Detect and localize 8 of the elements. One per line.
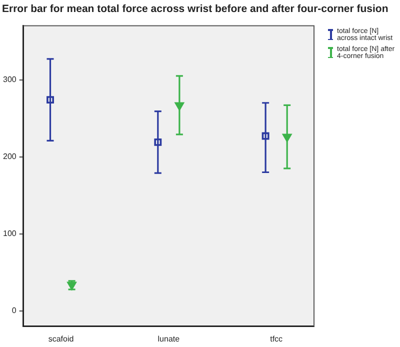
y-tick-label: 300	[2, 74, 17, 84]
y-tick-label: 0	[12, 306, 17, 316]
x-tick-label: tfcc	[270, 334, 283, 344]
chart-title: Error bar for mean total force across wrist before and after four-corner fusion	[2, 3, 388, 15]
x-tick-label: scafoid	[48, 334, 74, 344]
y-tick-label: 100	[2, 229, 17, 238]
y-tick-label: 200	[2, 152, 17, 162]
x-tick-label: lunate	[158, 334, 180, 344]
